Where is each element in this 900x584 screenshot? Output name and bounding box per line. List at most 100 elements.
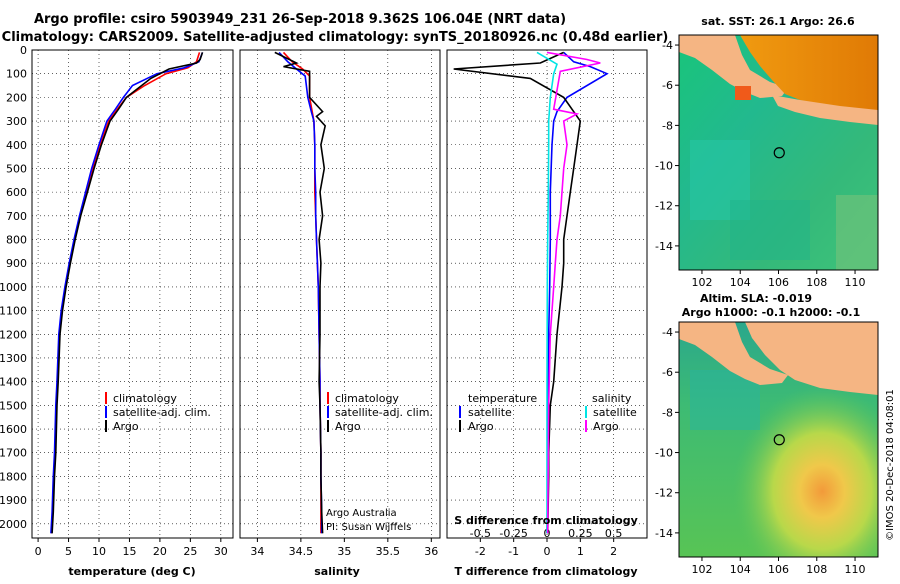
- depth-tick-label: 700: [6, 210, 27, 223]
- depth-tick-label: 500: [6, 162, 27, 175]
- s-difference-axis: -0.5 -0.25 0 0.25 0.5: [470, 527, 623, 540]
- depth-axis: 0 100 200 300 400 500 600 700 800 900 1000 1100 1200…: [0, 44, 27, 531]
- map-x-tick-label: 106: [768, 276, 789, 289]
- sst-map: [679, 35, 878, 270]
- t-difference-axis: -2 -1 0 1 2: [475, 538, 617, 558]
- s-difference-tick-label: -0.25: [499, 527, 527, 540]
- sst-hot-spot: [735, 86, 751, 100]
- salinity-series: [274, 51, 327, 534]
- map-y-tick-label: -4: [662, 39, 673, 52]
- s-difference-tick-label: 0.25: [568, 527, 593, 540]
- s-difference-tick-label: 0: [544, 527, 551, 540]
- sla-land-sumatra: [679, 322, 788, 385]
- depth-tick-label: 1900: [0, 494, 27, 507]
- map-y-tick-label: -8: [662, 119, 673, 132]
- sst-map-axes: 102 104 106 108 110 -4 -6 -8 -10 -12 -14: [655, 39, 866, 289]
- map-x-tick-label: 104: [730, 276, 751, 289]
- temperature-series: [50, 52, 204, 534]
- depth-tick-label: 1300: [0, 352, 27, 365]
- temperature-xlabel: temperature (deg C): [68, 565, 195, 578]
- depth-tick-label: 100: [6, 68, 27, 81]
- sla-land-java: [745, 322, 878, 395]
- x-tick-label: 5: [65, 545, 72, 558]
- map-x-tick-label: 110: [845, 563, 866, 576]
- salinity-grid: [240, 49, 440, 538]
- x-tick-label: 34.5: [289, 545, 314, 558]
- series-satellite-adj-clim-: [50, 52, 204, 534]
- sst-float-marker: [773, 147, 785, 159]
- temperature-panel: [31, 49, 234, 539]
- temperature-axis: 0 5 10 15 20 25 30: [35, 538, 228, 558]
- salinity-legend: climatology satellite-adj. clim. Argo Ar…: [326, 392, 433, 533]
- map-y-tick-label: -10: [655, 447, 673, 460]
- legend-argo-label: Argo: [335, 420, 361, 433]
- title-line1: Argo profile: csiro 5903949_231 26-Sep-2…: [34, 12, 566, 27]
- map-y-tick-label: -12: [655, 200, 673, 213]
- legend-climatology-label: climatology: [335, 392, 399, 405]
- map-y-tick-label: -8: [662, 406, 673, 419]
- sst-map-title: sat. SST: 26.1 Argo: 26.6: [701, 15, 855, 28]
- s-difference-tick-label: 0.5: [605, 527, 623, 540]
- x-tick-label: 2: [610, 545, 617, 558]
- map-y-tick-label: -12: [655, 487, 673, 500]
- sst-land-java: [772, 95, 878, 125]
- legend-t-argo-label: Argo: [468, 420, 494, 433]
- series-salinity-satellite: [536, 51, 558, 534]
- legend-salinity-heading: salinity: [592, 392, 632, 405]
- depth-tick-label: 300: [6, 115, 27, 128]
- map-x-tick-label: 104: [730, 563, 751, 576]
- map-x-tick-label: 110: [845, 276, 866, 289]
- sst-land-sumatra: [679, 35, 788, 98]
- x-tick-label: 25: [183, 545, 197, 558]
- depth-tick-label: 200: [6, 91, 27, 104]
- sla-float-marker: [773, 434, 785, 446]
- difference-series: [453, 51, 609, 534]
- temperature-legend: climatology satellite-adj. clim. Argo: [105, 392, 211, 433]
- x-tick-label: -2: [475, 545, 486, 558]
- legend-argo-label: Argo: [113, 420, 139, 433]
- depth-tick-label: 800: [6, 234, 27, 247]
- sla-map: [679, 322, 878, 557]
- x-tick-label: 0: [35, 545, 42, 558]
- map-x-tick-label: 106: [768, 563, 789, 576]
- title-line2: Climatology: CARS2009. Satellite-adjuste…: [2, 30, 669, 45]
- legend-s-satellite-label: satellite: [593, 406, 637, 419]
- difference-legend: temperature satellite Argo salinity sate…: [459, 392, 637, 433]
- depth-tick-label: 900: [6, 257, 27, 270]
- x-tick-label: 35: [337, 545, 351, 558]
- s-difference-tick-label: -0.5: [470, 527, 491, 540]
- sst-warm-patch: [836, 195, 878, 270]
- salinity-panel: [239, 49, 441, 539]
- series-argo: [51, 52, 204, 534]
- depth-tick-label: 600: [6, 186, 27, 199]
- x-tick-label: 0: [544, 545, 551, 558]
- map-y-tick-label: -6: [662, 366, 673, 379]
- x-tick-label: 1: [577, 545, 584, 558]
- sla-map-subtitle: Argo h1000: -0.1 h2000: -0.1: [682, 306, 860, 319]
- map-y-tick-label: -14: [655, 527, 673, 540]
- sla-map-title: Altim. SLA: -0.019: [700, 292, 812, 305]
- salinity-axis: 34 34.5 35 35.5 36: [250, 538, 438, 558]
- caption-line2: PI: Susan Wijffels: [326, 522, 411, 533]
- salinity-xlabel: salinity: [314, 565, 360, 578]
- depth-tick-label: 1100: [0, 305, 27, 318]
- series-salinity-argo: [546, 51, 601, 534]
- depth-tick-label: 1500: [0, 399, 27, 412]
- depth-tick-label: 2000: [0, 518, 27, 531]
- map-y-tick-label: -6: [662, 79, 673, 92]
- legend-climatology-label: climatology: [113, 392, 177, 405]
- x-tick-label: 34: [250, 545, 264, 558]
- legend-t-satellite-label: satellite: [468, 406, 512, 419]
- map-y-tick-label: -4: [662, 326, 673, 339]
- legend-s-argo-label: Argo: [593, 420, 619, 433]
- depth-tick-label: 1000: [0, 281, 27, 294]
- sla-map-axes: 102 104 106 108 110 -4 -6 -8 -10 -12 -14: [655, 326, 866, 576]
- map-x-tick-label: 102: [691, 276, 712, 289]
- x-tick-label: -1: [508, 545, 519, 558]
- map-y-tick-label: -10: [655, 160, 673, 173]
- sst-warm-sea: [740, 35, 878, 115]
- legend-satellite-label: satellite-adj. clim.: [113, 406, 211, 419]
- x-tick-label: 30: [214, 545, 228, 558]
- depth-tick-label: 400: [6, 139, 27, 152]
